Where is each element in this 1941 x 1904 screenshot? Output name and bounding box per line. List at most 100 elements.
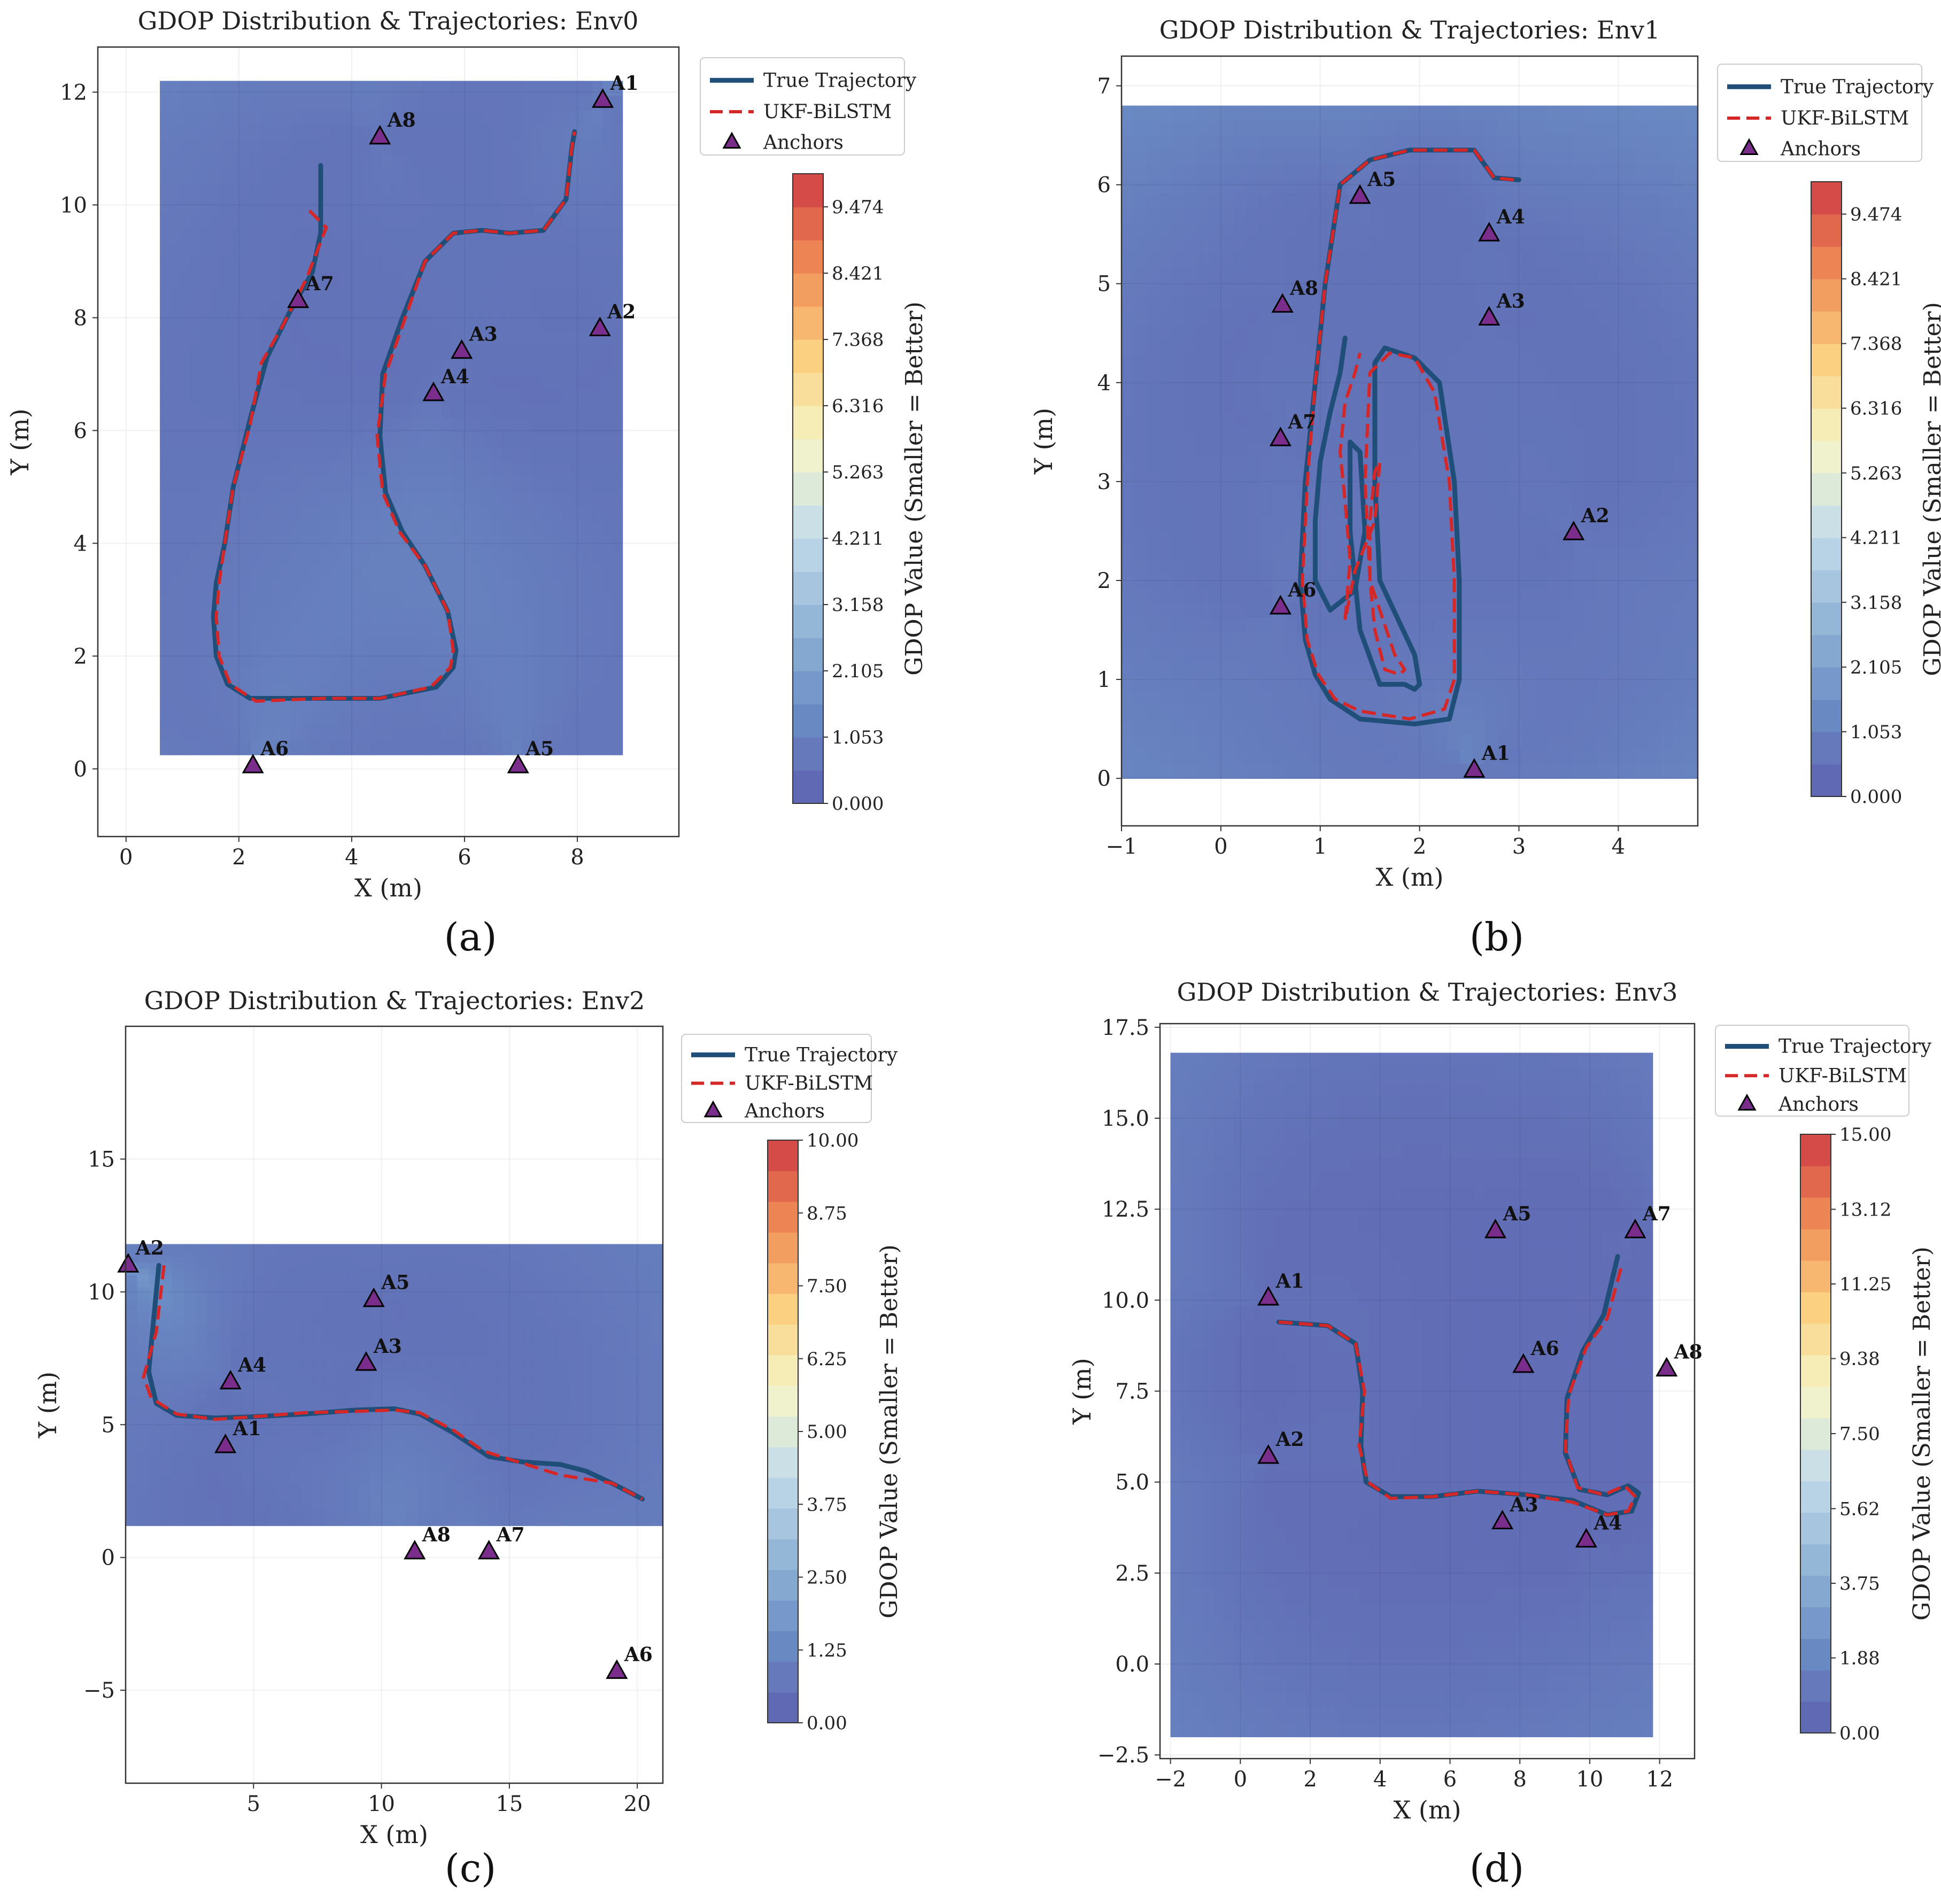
gdop-cell bbox=[1146, 369, 1160, 384]
gdop-cell bbox=[1159, 237, 1172, 252]
gdop-cell bbox=[1410, 749, 1423, 764]
gdop-cell bbox=[270, 417, 281, 433]
gdop-cell bbox=[1234, 690, 1248, 706]
gdop-cell bbox=[532, 198, 543, 213]
gdop-cell bbox=[501, 154, 513, 169]
gdop-cell bbox=[330, 271, 342, 287]
gdop-cell bbox=[522, 330, 532, 345]
gdop-cell bbox=[196, 1489, 208, 1496]
gdop-cell bbox=[242, 1464, 255, 1471]
gdop-cell bbox=[180, 564, 191, 579]
gdop-cell bbox=[1146, 179, 1160, 194]
gdop-cell bbox=[260, 652, 271, 668]
gdop-cell bbox=[532, 623, 543, 638]
gdop-cell bbox=[1410, 237, 1423, 252]
gdop-cell bbox=[381, 154, 392, 169]
gdop-cell bbox=[1522, 500, 1536, 516]
gdop-cell bbox=[1397, 222, 1410, 238]
gdop-cell bbox=[562, 681, 573, 697]
gdop-cell bbox=[1660, 222, 1673, 238]
gdop-cell bbox=[180, 681, 191, 697]
gdop-cell bbox=[1372, 135, 1385, 150]
gdop-cell bbox=[321, 212, 331, 228]
gdop-cell bbox=[1635, 369, 1649, 384]
gdop-cell bbox=[572, 564, 583, 579]
gdop-cell bbox=[196, 1409, 208, 1416]
gdop-cell bbox=[1685, 456, 1698, 472]
gdop-cell bbox=[172, 1281, 185, 1288]
gdop-cell bbox=[149, 1458, 161, 1465]
gdop-cell bbox=[207, 1489, 220, 1496]
gdop-cell bbox=[1372, 749, 1385, 764]
gdop-cell bbox=[1122, 120, 1135, 136]
gdop-cell bbox=[1347, 135, 1360, 150]
gdop-cell bbox=[1535, 149, 1548, 165]
gdop-cell bbox=[381, 285, 392, 301]
gdop-cell bbox=[441, 330, 452, 345]
gdop-cell bbox=[1610, 149, 1623, 165]
gdop-cell bbox=[1284, 559, 1297, 574]
gdop-cell bbox=[1484, 632, 1498, 647]
gdop-cell bbox=[219, 1482, 231, 1490]
gdop-cell bbox=[230, 1476, 243, 1483]
gdop-cell bbox=[1146, 427, 1160, 443]
gdop-cell bbox=[501, 168, 513, 184]
gdop-cell bbox=[240, 285, 251, 301]
gdop-cell bbox=[1171, 310, 1185, 326]
gdop-cell bbox=[1196, 734, 1210, 750]
gdop-cell bbox=[431, 725, 442, 741]
gdop-cell bbox=[330, 520, 342, 536]
gdop-cell bbox=[230, 608, 241, 624]
gdop-cell bbox=[1359, 690, 1373, 706]
gdop-cell bbox=[471, 374, 482, 389]
gdop-cell bbox=[1422, 339, 1435, 355]
gdop-cell bbox=[184, 1513, 196, 1520]
gdop-cell bbox=[200, 696, 211, 711]
gdop-cell bbox=[160, 417, 171, 433]
gdop-cell bbox=[160, 1287, 173, 1294]
colorbar-tick-label: 5.263 bbox=[832, 462, 884, 483]
gdop-cell bbox=[1247, 456, 1260, 472]
gdop-cell bbox=[230, 417, 241, 433]
gdop-cell bbox=[240, 154, 251, 169]
gdop-cell bbox=[1385, 383, 1398, 399]
gdop-cell bbox=[381, 740, 392, 755]
gdop-cell bbox=[1297, 120, 1310, 136]
gdop-cell bbox=[1146, 719, 1160, 735]
gdop-cell bbox=[1134, 661, 1147, 677]
gdop-cell bbox=[300, 154, 312, 169]
gdop-cell bbox=[219, 1262, 231, 1270]
colorbar-tick-label: 7.368 bbox=[832, 329, 884, 351]
gdop-cell bbox=[1472, 164, 1486, 180]
gdop-cell bbox=[351, 227, 362, 243]
gdop-cell bbox=[542, 491, 553, 506]
gdop-cell bbox=[1459, 281, 1473, 297]
gdop-cell bbox=[1660, 398, 1673, 413]
gdop-cell bbox=[1221, 690, 1235, 706]
gdop-cell bbox=[592, 579, 603, 594]
gdop-cell bbox=[371, 198, 382, 213]
gdop-cell bbox=[1673, 763, 1686, 779]
gdop-cell bbox=[1284, 164, 1297, 180]
gdop-cell bbox=[207, 1495, 220, 1502]
gdop-cell bbox=[1610, 588, 1623, 603]
gdop-cell bbox=[361, 330, 372, 345]
gdop-cell bbox=[169, 740, 181, 755]
gdop-cell bbox=[542, 359, 553, 375]
gdop-cell bbox=[1472, 588, 1486, 603]
gdop-cell bbox=[391, 476, 402, 492]
gdop-cell bbox=[612, 696, 623, 711]
gdop-cell bbox=[1510, 383, 1523, 399]
gdop-cell bbox=[207, 1274, 220, 1281]
gdop-cell bbox=[1635, 442, 1649, 458]
gdop-cell bbox=[219, 1329, 231, 1336]
gdop-cell bbox=[1510, 105, 1523, 121]
gdop-cell bbox=[1547, 193, 1561, 208]
gdop-cell bbox=[1610, 763, 1623, 779]
gdop-cell bbox=[207, 1329, 220, 1336]
gdop-cell bbox=[542, 300, 553, 316]
gdop-cell bbox=[190, 432, 201, 448]
gdop-cell bbox=[207, 1372, 220, 1380]
gdop-cell bbox=[1184, 602, 1197, 618]
